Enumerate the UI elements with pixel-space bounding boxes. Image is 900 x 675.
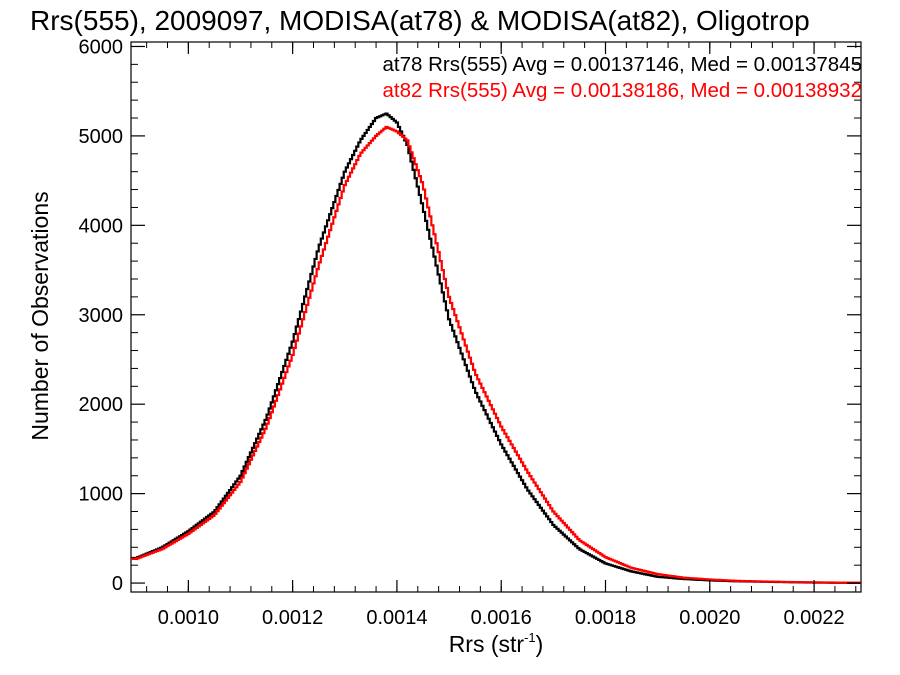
y-tick-label: 6000 (79, 36, 124, 58)
x-axis: 0.0010 0.0012 0.0014 0.0016 0.0018 0.0020 0.00… (146, 42, 857, 629)
x-axis-label-superscript: -1 (524, 630, 536, 645)
y-tick-label: 5000 (79, 126, 124, 148)
y-tick-label: 3000 (79, 305, 124, 327)
x-tick-label: 0.0014 (366, 607, 427, 629)
x-tick-label: 0.0022 (783, 607, 844, 629)
x-axis-label-text: Rrs (str (449, 631, 525, 657)
y-tick-label: 0 (112, 573, 123, 595)
x-axis-label: Rrs (str-1) (449, 630, 544, 657)
annotation-at82: at82 Rrs(555) Avg = 0.00138186, Med = 0.… (383, 79, 862, 102)
y-axis-label: Number of Observations (27, 191, 53, 440)
y-tick-label: 2000 (79, 394, 124, 416)
y-axis: 0 1000 2000 3000 4000 5000 6000 (79, 36, 861, 595)
annotation-at78: at78 Rrs(555) Avg = 0.00137146, Med = 0.… (383, 53, 862, 76)
x-tick-label: 0.0018 (575, 607, 636, 629)
y-tick-label: 1000 (79, 484, 124, 506)
y-tick-label: 4000 (79, 215, 124, 237)
series-line-0 (131, 112, 861, 584)
plot-area (130, 41, 862, 593)
series-line-1 (131, 125, 861, 584)
x-tick-label: 0.0020 (679, 607, 740, 629)
x-axis-label-close: ) (536, 631, 544, 657)
plot-frame (130, 41, 862, 593)
chart-title: Rrs(555), 2009097, MODISA(at78) & MODISA… (30, 5, 810, 36)
x-tick-label: 0.0016 (471, 607, 532, 629)
x-tick-label: 0.0010 (158, 607, 219, 629)
x-tick-label: 0.0012 (262, 607, 323, 629)
